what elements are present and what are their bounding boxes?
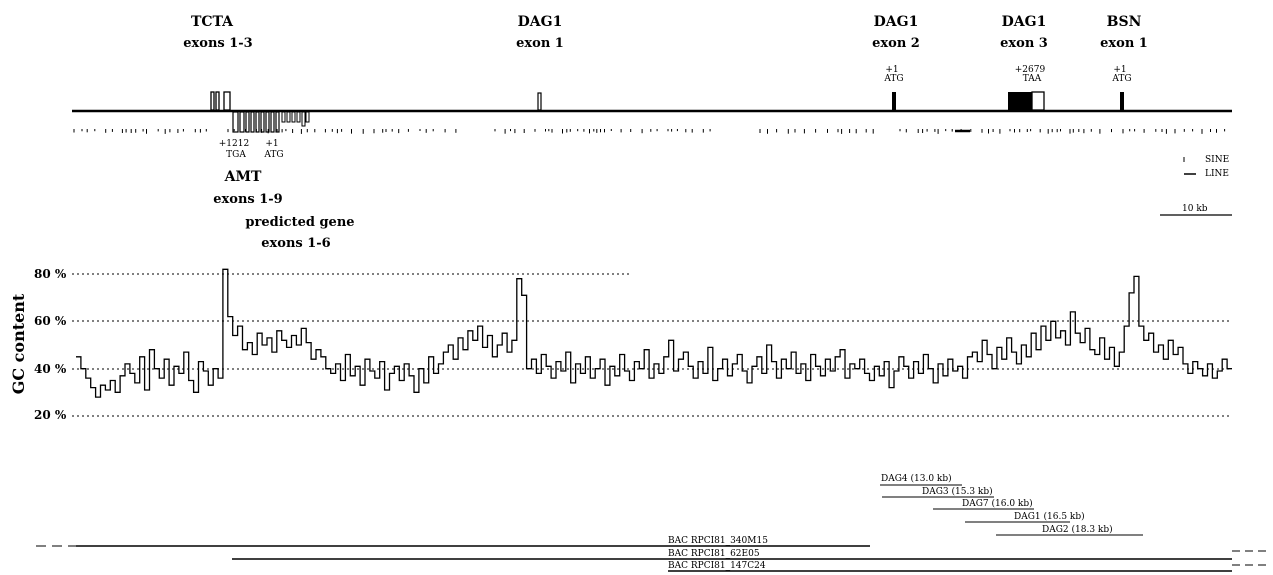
gc-gridlines <box>72 273 1232 417</box>
ytick-60: 60 % <box>34 314 67 328</box>
bsn-codon: ATG <box>1111 74 1131 84</box>
dag1-exon1-sub: exon 1 <box>516 36 564 51</box>
bsn-exon1-box <box>1120 92 1124 110</box>
amt-stop-codon: TGA <box>226 150 246 160</box>
bac-clones: BAC RPCI81_340M15 BAC RPCI81_62E05 BAC R… <box>36 536 1270 572</box>
dag1-exon2-codon: ATG <box>883 74 903 84</box>
tcta-label: TCTA <box>191 14 234 30</box>
bac2-label: BAC RPCI81_62E05 <box>668 549 760 559</box>
amt-start-codon: ATG <box>263 150 283 160</box>
amt-label: AMT <box>224 169 262 185</box>
line-legend-label: LINE <box>1205 169 1229 179</box>
dag1-exon2-sub: exon 2 <box>872 36 920 51</box>
dag1-exon3-coding-box <box>1008 92 1032 110</box>
gc-content-trace <box>76 268 1232 398</box>
bsn-exon1-sub: exon 1 <box>1100 36 1148 51</box>
scale-bar-label: 10 kb <box>1182 204 1208 214</box>
predicted-gene-exons <box>281 111 310 127</box>
dag1-exon3-label: DAG1 <box>1002 14 1047 30</box>
dag1-exon2-pos: +1 <box>885 65 898 75</box>
dag1-exon3-pos: +2679 <box>1015 65 1046 75</box>
predicted-gene-exons-label: exons 1-6 <box>261 236 330 251</box>
bac1-label: BAC RPCI81_340M15 <box>668 536 768 546</box>
ytick-40: 40 % <box>34 362 67 376</box>
dag1-exon3-sub: exon 3 <box>1000 36 1048 51</box>
amt-start-pos: +1 <box>265 139 278 149</box>
gc-trace-line <box>76 268 1232 398</box>
dag1-exon3-codon: TAA <box>1023 74 1042 84</box>
amt-stop-pos: +1212 <box>219 139 249 149</box>
clone-label-dag2: DAG2 (18.3 kb) <box>1042 524 1113 535</box>
predicted-gene-label: predicted gene <box>245 215 354 230</box>
clone-label-dag4: DAG4 (13.0 kb) <box>881 473 952 484</box>
gc-axis-label: GC content <box>9 293 28 394</box>
tcta-exons-label: exons 1-3 <box>183 36 252 51</box>
amt-exons <box>232 111 280 133</box>
amt-exons-label: exons 1-9 <box>213 192 282 207</box>
bsn-pos: +1 <box>1113 65 1126 75</box>
repeat-elements-track <box>73 129 1226 134</box>
dag1-exon2-label: DAG1 <box>874 14 919 30</box>
bsn-label: BSN <box>1107 14 1142 30</box>
sine-legend-label: SINE <box>1205 155 1229 165</box>
dag1-exon1-box <box>537 92 542 111</box>
dag1-exon2-box <box>892 92 896 110</box>
ytick-20: 20 % <box>34 408 67 422</box>
clone-label-dag1: DAG1 (16.5 kb) <box>1014 511 1085 522</box>
clone-label-dag3: DAG3 (15.3 kb) <box>922 486 993 497</box>
ytick-80: 80 % <box>34 267 67 281</box>
dag-clones: DAG4 (13.0 kb) DAG3 (15.3 kb) DAG7 (16.0… <box>880 473 1143 536</box>
tcta-exons <box>210 91 231 111</box>
bac3-label: BAC RPCI81_147C24 <box>668 561 766 571</box>
dag1-exon3-utr-box <box>1031 91 1045 111</box>
clone-label-dag7: DAG7 (16.0 kb) <box>962 498 1033 509</box>
dag1-exon1-label: DAG1 <box>518 14 563 30</box>
